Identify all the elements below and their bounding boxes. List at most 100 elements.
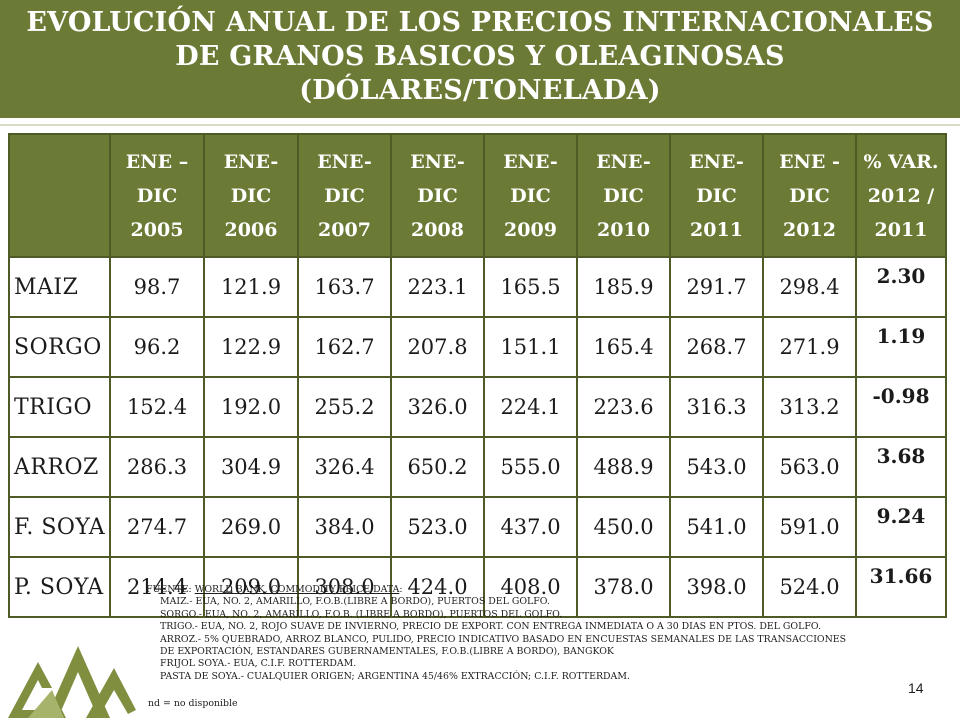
table-body: MAIZ 98.7 121.9 163.7 223.1 165.5 185.9 291.7 29…	[8, 256, 947, 618]
price-cell: 152.4	[109, 376, 205, 438]
header-2006: ENE- DIC 2006	[203, 133, 299, 258]
price-cell: 223.1	[390, 256, 485, 318]
source-prefix: FUENTE:	[146, 584, 195, 595]
row-label: SORGO	[8, 316, 111, 378]
price-cell: 192.0	[203, 376, 299, 438]
price-cell: 223.6	[576, 376, 671, 438]
price-cell: 121.9	[203, 256, 299, 318]
price-cell: 298.4	[762, 256, 857, 318]
price-cell: 269.0	[203, 496, 299, 558]
footnotes: FUENTE: WORLD BANK, COMMODITY PRICE DATA…	[146, 584, 936, 683]
price-cell: 313.2	[762, 376, 857, 438]
table-row: MAIZ 98.7 121.9 163.7 223.1 165.5 185.9 291.7 29…	[8, 256, 947, 318]
variation-cell: 3.68	[855, 436, 947, 498]
title-line-3: (DÓLARES/TONELADA)	[299, 75, 661, 106]
note-frijol-soya: FRIJOL SOYA.- EUA, C.I.F. ROTTERDAM.	[160, 658, 357, 670]
mountains-logo-icon	[8, 646, 136, 718]
price-cell: 255.2	[297, 376, 392, 438]
price-cell: 224.1	[483, 376, 578, 438]
row-label: TRIGO	[8, 376, 111, 438]
title-separator	[0, 118, 960, 124]
price-cell: 165.5	[483, 256, 578, 318]
price-cell: 291.7	[669, 256, 764, 318]
title-line-2: DE GRANOS BASICOS Y OLEAGINOSAS	[175, 41, 785, 72]
price-cell: 268.7	[669, 316, 764, 378]
table-row: P. SOYA 214.4 209.0 308.0 424.0 408.0 378.0 398…	[8, 556, 947, 618]
price-cell: 384.0	[297, 496, 392, 558]
price-cell: 316.3	[669, 376, 764, 438]
price-cell: 543.0	[669, 436, 764, 498]
note-arroz-cont: DE EXPORTACIÓN, ESTANDARES GUBERNAMENTAL…	[160, 646, 614, 658]
row-label: MAIZ	[8, 256, 111, 318]
price-cell: 450.0	[576, 496, 671, 558]
price-cell: 326.4	[297, 436, 392, 498]
title-separator-line	[0, 124, 960, 126]
page-number: 14	[908, 680, 924, 696]
header-2010: ENE- DIC 2010	[576, 133, 671, 258]
variation-cell: 1.19	[855, 316, 947, 378]
price-cell: 541.0	[669, 496, 764, 558]
price-cell: 326.0	[390, 376, 485, 438]
header-2012: ENE - DIC 2012	[762, 133, 857, 258]
table-header-row: ENE – DIC 2005 ENE- DIC 2006 ENE- DIC 2007 ENE…	[8, 133, 947, 258]
header-2007: ENE- DIC 2007	[297, 133, 392, 258]
title-line-1: EVOLUCIÓN ANUAL DE LOS PRECIOS INTERNACI…	[26, 7, 934, 38]
prices-table: ENE – DIC 2005 ENE- DIC 2006 ENE- DIC 2007 ENE…	[8, 133, 947, 618]
variation-cell: 9.24	[855, 496, 947, 558]
variation-cell: 31.66	[855, 556, 947, 618]
price-cell: 162.7	[297, 316, 392, 378]
price-cell: 437.0	[483, 496, 578, 558]
price-cell: 563.0	[762, 436, 857, 498]
price-cell: 424.0	[390, 556, 485, 618]
note-pasta-soya: PASTA DE SOYA.- CUALQUIER ORIGEN; ARGENT…	[160, 670, 630, 682]
price-cell: 271.9	[762, 316, 857, 378]
note-trigo: TRIGO.- EUA, NO. 2, ROJO SUAVE DE INVIER…	[160, 621, 821, 633]
header-2008: ENE- DIC 2008	[390, 133, 485, 258]
price-cell: 488.9	[576, 436, 671, 498]
price-cell: 209.0	[203, 556, 299, 618]
note-maiz: MAIZ.- EUA, NO. 2, AMARILLO, F.O.B.(LIBR…	[160, 596, 550, 608]
header-2005: ENE – DIC 2005	[109, 133, 205, 258]
table-row: ARROZ 286.3 304.9 326.4 650.2 555.0 488.9 543.0…	[8, 436, 947, 498]
price-cell: 286.3	[109, 436, 205, 498]
price-cell: 555.0	[483, 436, 578, 498]
price-cell: 308.0	[297, 556, 392, 618]
price-cell: 165.4	[576, 316, 671, 378]
header-2011: ENE- DIC 2011	[669, 133, 764, 258]
note-arroz: ARROZ.- 5% QUEBRADO, ARROZ BLANCO, PULID…	[160, 633, 847, 645]
table-row: SORGO 96.2 122.9 162.7 207.8 151.1 165.4 268.7 2…	[8, 316, 947, 378]
price-cell: 98.7	[109, 256, 205, 318]
header-var: % VAR. 2012 /2011	[855, 133, 947, 258]
price-cell: 591.0	[762, 496, 857, 558]
price-cell: 163.7	[297, 256, 392, 318]
source-suffix: :	[399, 584, 403, 595]
price-cell: 122.9	[203, 316, 299, 378]
variation-cell: 2.30	[855, 256, 947, 318]
row-label: F. SOYA	[8, 496, 111, 558]
row-label: ARROZ	[8, 436, 111, 498]
price-cell: 524.0	[762, 556, 857, 618]
row-label: P. SOYA	[8, 556, 111, 618]
source-line: FUENTE: WORLD BANK, COMMODITY PRICE DATA…	[146, 584, 403, 595]
price-cell: 378.0	[576, 556, 671, 618]
price-cell: 408.0	[483, 556, 578, 618]
variation-cell: -0.98	[855, 376, 947, 438]
price-cell: 185.9	[576, 256, 671, 318]
price-cell: 523.0	[390, 496, 485, 558]
price-cell: 214.4	[109, 556, 205, 618]
table-row: TRIGO 152.4 192.0 255.2 326.0 224.1 223.6 316.3…	[8, 376, 947, 438]
price-cell: 650.2	[390, 436, 485, 498]
note-sorgo: SORGO.- EUA, NO. 2, AMARILLO, F.O.B. (LI…	[160, 608, 563, 620]
source-link[interactable]: WORLD BANK, COMMODITY PRICE DATA	[194, 584, 400, 595]
price-cell: 151.1	[483, 316, 578, 378]
title-banner: EVOLUCIÓN ANUAL DE LOS PRECIOS INTERNACI…	[0, 0, 960, 118]
price-cell: 304.9	[203, 436, 299, 498]
header-corner	[8, 133, 111, 258]
nd-note: nd = no disponible	[148, 698, 238, 709]
price-cell: 398.0	[669, 556, 764, 618]
table-row: F. SOYA 274.7 269.0 384.0 523.0 437.0 450.0 541…	[8, 496, 947, 558]
header-2009: ENE- DIC 2009	[483, 133, 578, 258]
price-cell: 207.8	[390, 316, 485, 378]
price-cell: 274.7	[109, 496, 205, 558]
price-cell: 96.2	[109, 316, 205, 378]
